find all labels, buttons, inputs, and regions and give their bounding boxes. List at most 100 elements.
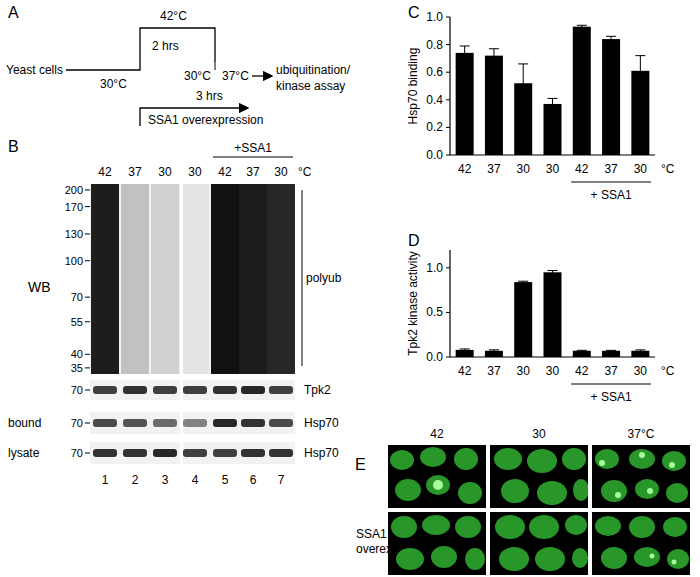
timeline <box>66 28 215 70</box>
column-label: 37°C <box>628 427 655 441</box>
blot-label: Hsp70 <box>304 416 339 430</box>
error-bar <box>518 64 528 103</box>
lane-temp: 42 <box>218 165 232 179</box>
cell <box>529 515 559 539</box>
mw-tick <box>85 423 90 424</box>
micrograph <box>490 512 588 575</box>
polyub-smear <box>91 184 119 374</box>
y-tick-label: 0.2 <box>426 120 443 134</box>
y-tick-label: 0.0 <box>426 350 443 364</box>
cell <box>495 515 525 539</box>
cell <box>454 448 478 470</box>
cell <box>494 448 522 470</box>
bracket <box>302 190 303 366</box>
x-tick-label: 42 <box>458 364 472 378</box>
cell <box>501 479 529 503</box>
lane-number: 5 <box>222 473 229 487</box>
cells <box>494 448 588 505</box>
cell <box>390 450 414 470</box>
error-bar <box>518 281 528 283</box>
spot <box>599 460 605 466</box>
lane-temp: 30 <box>158 165 172 179</box>
cell <box>455 516 481 538</box>
cell <box>667 549 689 569</box>
y-tick-label: 1.0 <box>426 10 443 24</box>
mw-label: 70 <box>71 447 83 459</box>
x-tick-label: 30 <box>546 364 560 378</box>
blot <box>90 380 295 400</box>
y-axis-label: Hsp70 binding <box>406 48 420 125</box>
cell <box>601 480 627 502</box>
band <box>153 419 177 427</box>
spot <box>639 452 645 458</box>
cell <box>431 546 457 568</box>
error-cap <box>518 281 528 282</box>
band <box>183 449 207 457</box>
y-tick-label: 0.8 <box>426 38 443 52</box>
mw-tick <box>85 260 90 261</box>
mw-label: 70 <box>71 291 83 303</box>
panel-label: B <box>8 138 19 155</box>
group-line <box>213 157 293 158</box>
y-tick <box>446 267 450 268</box>
mw-label: 70 <box>71 384 83 396</box>
cell <box>535 547 565 571</box>
separator <box>180 441 183 465</box>
blot-label: Hsp70 <box>304 446 339 460</box>
error-bar <box>489 49 499 63</box>
error-cap <box>635 349 645 350</box>
x-tick-label: 42 <box>575 162 589 176</box>
mw-tick <box>85 206 90 207</box>
x-tick-label: 30 <box>546 162 560 176</box>
blot <box>90 442 295 464</box>
cell <box>666 483 688 503</box>
mw-tick <box>85 390 90 391</box>
polyub-smear <box>267 184 295 374</box>
band <box>183 386 207 394</box>
y-tick <box>446 72 450 73</box>
micrograph <box>388 445 486 508</box>
mw-tick <box>85 233 90 234</box>
cell <box>527 449 557 473</box>
mw-tick <box>85 453 90 454</box>
lane-temp: 42 <box>98 165 112 179</box>
cells <box>595 516 689 569</box>
y-tick <box>446 99 450 100</box>
band <box>93 386 117 394</box>
column-label: 30 <box>532 427 546 441</box>
x-tick-label: 37 <box>487 162 501 176</box>
cell <box>422 515 450 535</box>
readout: kinase assay <box>276 79 345 93</box>
band <box>269 449 293 457</box>
mw-label: 100 <box>65 255 83 267</box>
x-tick-label: 37 <box>604 364 618 378</box>
band <box>123 419 147 427</box>
lane-temp: 30 <box>274 165 288 179</box>
micrograph-bg <box>490 512 588 575</box>
bar <box>485 56 503 155</box>
readout: ubiquitination/ <box>276 63 351 77</box>
mw-label: 35 <box>71 362 83 374</box>
y-axis <box>449 17 450 155</box>
band <box>183 419 207 427</box>
bar <box>485 351 503 357</box>
cell <box>662 451 686 471</box>
cell <box>465 548 485 570</box>
polyub-smear <box>151 184 179 374</box>
group-line <box>571 384 651 385</box>
panel-label: E <box>355 456 366 473</box>
x-tick-label: 42 <box>458 162 472 176</box>
y-tick-label: 0.5 <box>426 305 443 319</box>
spot <box>615 492 621 498</box>
error-cap <box>577 350 587 351</box>
micrograph-bg <box>592 445 690 508</box>
y-tick <box>446 155 450 156</box>
blot <box>90 412 295 434</box>
band <box>269 386 293 394</box>
cell <box>562 448 586 470</box>
cell <box>391 516 417 538</box>
band <box>153 449 177 457</box>
bar <box>514 282 532 357</box>
error-bar <box>552 98 553 109</box>
error-cap <box>548 270 558 271</box>
